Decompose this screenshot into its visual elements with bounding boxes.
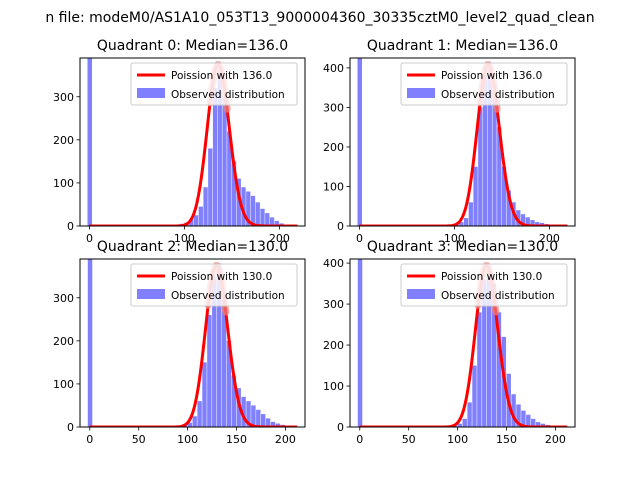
subplot-2: 0 50 100 150 200 0 100 200 300 Quadrant 2: Median… [53, 239, 305, 446]
histogram-bar [260, 209, 264, 226]
y-tick-label: 400 [323, 62, 344, 75]
histogram-bar-zero [87, 58, 92, 226]
histogram-bar [197, 401, 201, 427]
figure-suptitle: n file: modeM0/AS1A10_053T13_9000004360_… [45, 10, 594, 26]
legend-hist-swatch [407, 289, 435, 299]
legend-hist-label: Observed distribution [171, 89, 285, 101]
x-tick-label: 200 [545, 433, 566, 446]
y-tick-label: 0 [67, 220, 74, 233]
histogram-bar-zero [358, 259, 363, 427]
histogram-bar [261, 414, 265, 427]
legend: Poission with 130.0 Observed distribution [131, 264, 297, 306]
legend-line-label: Poission with 130.0 [171, 271, 272, 283]
x-tick-label: 50 [132, 433, 146, 446]
subplot-title: Quadrant 2: Median=130.0 [97, 239, 288, 255]
histogram-bar-zero [357, 58, 362, 226]
subplot-3: 0 50 100 150 200 0 100 200 300 400 Quadrant 3: Med… [323, 239, 575, 446]
y-tick-label: 300 [53, 292, 74, 305]
histogram-bar [464, 218, 468, 226]
histogram-bar [203, 187, 207, 226]
subplot-title: Quadrant 3: Median=130.0 [367, 239, 558, 255]
y-tick-label: 300 [323, 101, 344, 114]
legend-hist-label: Observed distribution [441, 290, 555, 302]
x-tick-label: 50 [402, 433, 416, 446]
histogram-bar [265, 213, 269, 226]
histogram-bar [467, 402, 471, 427]
x-tick-label: 100 [447, 433, 468, 446]
y-tick-label: 0 [337, 421, 344, 434]
y-tick-label: 200 [323, 141, 344, 154]
subplot-title: Quadrant 0: Median=136.0 [97, 38, 288, 54]
y-tick-label: 0 [67, 421, 74, 434]
charts-group: 0 100 200 0 100 200 300 Quadrant 0: Median=136.… [53, 38, 575, 446]
legend-hist-swatch [407, 88, 435, 98]
histogram-bar [208, 148, 212, 226]
y-tick-label: 100 [53, 378, 74, 391]
x-tick-label: 150 [496, 433, 517, 446]
x-tick-label: 0 [356, 232, 363, 245]
y-tick-label: 300 [53, 91, 74, 104]
y-tick-label: 100 [323, 180, 344, 193]
histogram-bar [256, 202, 260, 226]
histogram-bar-zero [88, 259, 93, 427]
legend: Poission with 130.0 Observed distribution [401, 264, 567, 306]
subplot-title: Quadrant 1: Median=136.0 [367, 38, 558, 54]
histogram-bar [193, 416, 197, 427]
legend: Poission with 136.0 Observed distribution [401, 63, 567, 105]
x-tick-label: 150 [226, 433, 247, 446]
histogram-bar [469, 202, 473, 226]
legend-hist-label: Observed distribution [441, 89, 555, 101]
legend-line-label: Poission with 130.0 [441, 271, 542, 283]
histogram-bar [207, 315, 211, 427]
histogram-bar [202, 362, 206, 427]
histogram-bar [251, 405, 255, 427]
y-tick-label: 200 [323, 339, 344, 352]
x-tick-label: 200 [275, 433, 296, 446]
y-tick-label: 100 [53, 177, 74, 190]
histogram-bar [463, 419, 467, 427]
histogram-bar [251, 196, 255, 226]
histogram-bar [473, 167, 477, 226]
y-tick-label: 300 [323, 298, 344, 311]
legend-hist-swatch [137, 88, 165, 98]
legend-hist-swatch [137, 289, 165, 299]
legend: Poission with 136.0 Observed distribution [131, 63, 297, 105]
y-tick-label: 200 [53, 335, 74, 348]
histogram-bar [256, 410, 260, 427]
histogram-bar [222, 97, 226, 226]
y-tick-label: 0 [337, 220, 344, 233]
y-tick-label: 400 [323, 257, 344, 270]
x-tick-label: 0 [86, 433, 93, 446]
legend-line-label: Poission with 136.0 [171, 70, 272, 82]
x-tick-label: 0 [86, 232, 93, 245]
y-tick-label: 100 [323, 380, 344, 393]
y-tick-label: 200 [53, 134, 74, 147]
histogram-bar [472, 366, 476, 427]
legend-hist-label: Observed distribution [171, 290, 285, 302]
histogram-bar [213, 88, 217, 226]
histogram-bar [194, 215, 198, 226]
x-tick-label: 0 [356, 433, 363, 446]
x-tick-label: 100 [177, 433, 198, 446]
legend-line-label: Poission with 136.0 [441, 70, 542, 82]
histogram-bar [199, 207, 203, 226]
histogram-bar [477, 312, 481, 427]
